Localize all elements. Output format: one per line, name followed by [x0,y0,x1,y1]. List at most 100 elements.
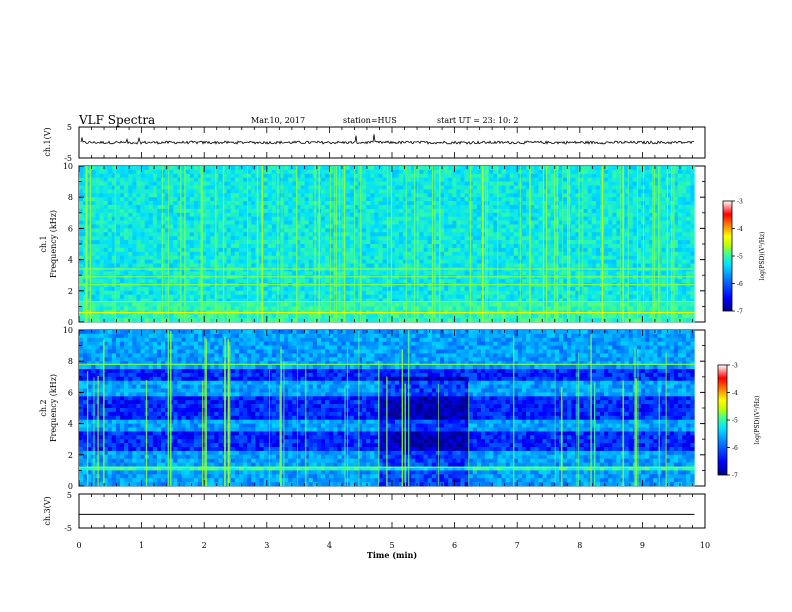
spectrogram-cell [325,185,330,190]
spectrogram-cell [124,271,129,276]
spectrogram-cell [197,201,203,206]
spectrogram-cell [308,220,314,225]
spectrogram-cell [238,169,244,175]
spectrogram-cell [403,279,408,284]
spectrogram-cell [103,290,109,295]
spectrogram-cell [206,263,211,268]
spectrogram-cell [448,181,453,186]
spectrogram-cell [202,232,207,237]
spectrogram-cell [456,259,461,264]
spectrogram-cell [349,244,355,249]
spectrogram-cell [267,185,273,190]
spectrogram-cell [423,306,428,311]
spectrogram-cell [267,302,273,307]
spectrogram-cell [472,236,478,241]
spectrogram-cell [144,232,150,237]
spectrogram-cell [386,205,392,210]
spectrogram-cell [374,251,379,256]
spectrogram-cell [234,220,240,225]
spectrogram-cell [575,212,580,217]
spectrogram-cell [386,181,392,186]
spectrogram-cell [148,205,154,210]
spectrogram-cell [407,228,412,233]
spectrogram-cell [243,259,248,264]
spectrogram-cell [136,314,141,319]
spectrogram-cell [526,251,531,256]
spectrogram-cell [362,279,367,284]
spectrogram-cell [452,255,457,260]
spectrogram-cell [407,177,412,182]
spectrogram-cell [534,294,539,299]
spectrogram-cell [181,169,186,175]
spectrogram-cell [411,236,416,241]
spectrogram-cell [251,220,256,225]
spectrogram-cell [165,259,170,264]
spectrogram-cell [329,263,334,268]
spectrogram-cell [189,212,195,217]
spectrogram-cell [230,205,236,210]
spectrogram-cell [165,294,170,299]
spectrogram-cell [206,286,211,292]
spectrogram-cell [423,193,428,198]
spectrogram-cell [374,169,379,175]
spectrogram-cell [321,263,326,268]
spectrogram-cell [206,212,211,217]
spectrogram-cell [83,240,88,245]
spectrogram-cell [509,169,515,175]
spectrogram-cell [431,271,437,276]
spectrogram-cell [448,290,453,295]
spectrogram-cell [210,166,215,171]
spectrogram-cell [419,166,424,171]
spectrogram-cell [563,290,568,295]
spectrogram-cell [357,177,363,182]
spectrogram-cell [115,177,121,182]
spectrogram-cell [542,197,547,202]
spectrogram-cell [382,208,387,214]
spectrogram-cell [325,271,330,276]
spectrogram-cell [530,251,535,256]
spectrogram-cell [390,228,396,233]
spectrogram-cell [575,306,580,311]
spectrogram-cell [333,232,338,237]
spectrogram-cell [493,314,498,319]
spectrogram-cell [505,263,511,268]
spectrogram-cell [206,177,211,182]
spectrogram-cell [181,224,186,229]
spectrogram-cell [501,255,506,260]
spectrogram-cell [587,220,593,225]
spectrogram-cell [579,169,584,175]
spectrogram-cell [563,224,568,229]
spectrogram-cell [202,302,207,307]
spectrogram-cell [243,251,248,256]
spectrogram-cell [226,169,232,175]
spectrogram-cell [181,228,186,233]
spectrogram-cell [243,306,248,311]
spectrogram-cell [497,197,502,202]
spectrogram-cell [522,259,527,264]
spectrogram-cell [95,286,100,292]
spectrogram-cell [423,298,428,303]
spectrogram-cell [83,193,88,198]
spectrogram-cell [296,173,301,178]
spectrogram-cell [115,255,121,260]
spectrogram-cell [370,228,375,233]
spectrogram-cell [296,244,301,249]
spectrogram-cell [284,236,289,241]
spectrogram-cell [411,193,416,198]
spectrogram-cell [489,302,494,307]
spectrogram-cell [558,263,564,268]
spectrogram-cell [456,236,461,241]
spectrogram-cell [522,232,527,237]
spectrogram-cell [341,279,346,284]
spectrogram-cell [292,255,297,260]
spectrogram-cell [349,298,355,303]
spectrogram-cell [513,166,519,171]
spectrogram-cell [472,197,478,202]
spectrogram-cell [234,185,240,190]
spectrogram-cell [403,255,408,260]
spectrogram-cell [501,216,506,221]
spectrogram-cell [115,294,121,299]
spectrogram-cell [534,228,539,233]
spectrogram-cell [538,247,543,253]
spectrogram-cell [87,294,92,299]
